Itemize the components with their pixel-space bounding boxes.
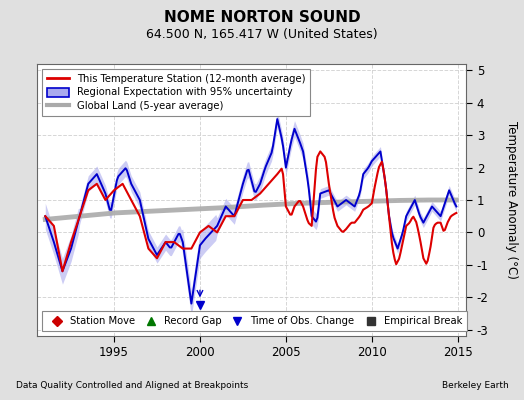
Text: Data Quality Controlled and Aligned at Breakpoints: Data Quality Controlled and Aligned at B… — [16, 381, 248, 390]
Text: 64.500 N, 165.417 W (United States): 64.500 N, 165.417 W (United States) — [146, 28, 378, 41]
Legend: Station Move, Record Gap, Time of Obs. Change, Empirical Break: Station Move, Record Gap, Time of Obs. C… — [42, 311, 467, 331]
Text: Berkeley Earth: Berkeley Earth — [442, 381, 508, 390]
Y-axis label: Temperature Anomaly (°C): Temperature Anomaly (°C) — [505, 121, 518, 279]
Text: NOME NORTON SOUND: NOME NORTON SOUND — [163, 10, 361, 25]
